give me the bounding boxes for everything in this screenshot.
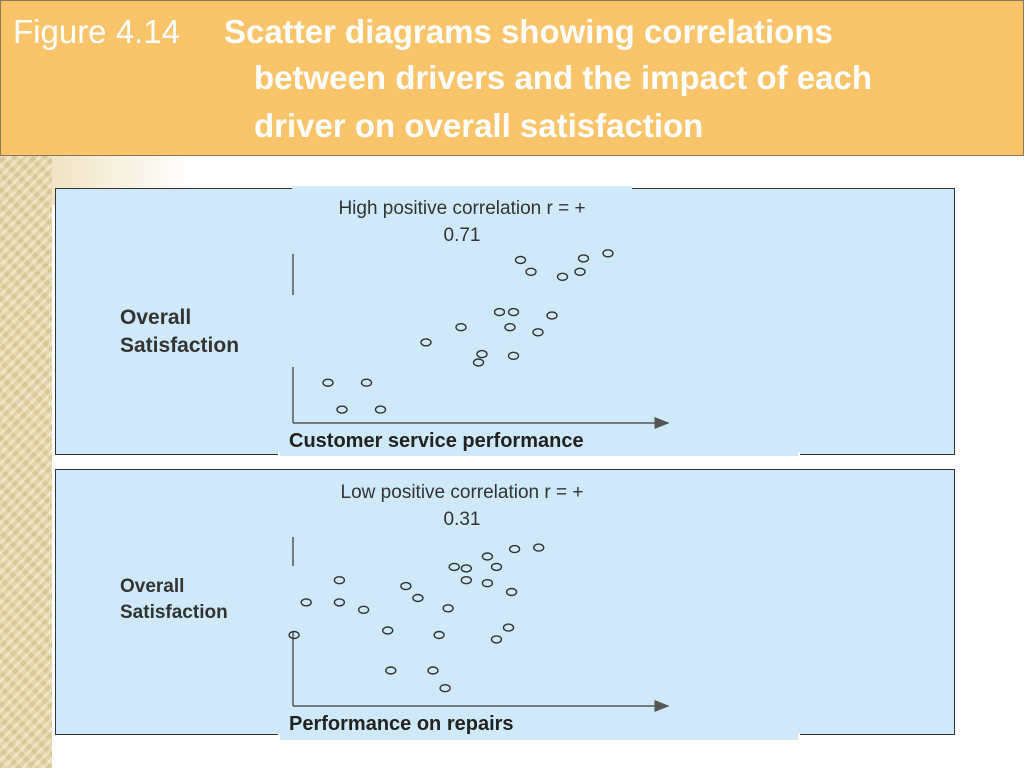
scatter-point-bottom-10 bbox=[439, 684, 451, 693]
scatter-point-bottom-7 bbox=[433, 630, 445, 640]
scatter-point-bottom-19 bbox=[490, 562, 503, 572]
ylabel-top-line-1: Overall bbox=[120, 306, 192, 329]
ylabel-bottom: Overall Satisfaction bbox=[120, 574, 228, 625]
points-bottom bbox=[288, 543, 545, 693]
scatter-point-bottom-23 bbox=[533, 543, 545, 552]
title-box-top bbox=[292, 186, 632, 248]
scatter-point-bottom-15 bbox=[460, 576, 472, 585]
scatter-point-top-0 bbox=[322, 378, 334, 387]
axes-top bbox=[292, 254, 670, 429]
scatter-point-top-9 bbox=[507, 351, 520, 360]
ylabel-top: Overall Satisfaction bbox=[120, 304, 239, 361]
xlabel-top: Customer service performance bbox=[289, 430, 584, 452]
scatter-point-top-15 bbox=[525, 267, 537, 276]
scatter-point-bottom-18 bbox=[490, 635, 503, 644]
scatter-point-bottom-16 bbox=[481, 552, 494, 561]
ylabel-bottom-line-2: Satisfaction bbox=[120, 601, 228, 623]
ylabel-top-line-2: Satisfaction bbox=[120, 334, 240, 358]
scatter-point-top-16 bbox=[556, 272, 569, 281]
correlation-title-bottom: Low positive correlation r = + 0.31 bbox=[296, 480, 628, 533]
scatter-point-bottom-9 bbox=[427, 666, 439, 675]
scatter-point-top-5 bbox=[472, 358, 485, 367]
title-line-2: between drivers and the impact of each bbox=[254, 59, 873, 96]
scatter-point-bottom-1 bbox=[300, 598, 312, 607]
figure-number: Figure 4.14 bbox=[13, 13, 180, 50]
title-box-bottom bbox=[292, 470, 632, 532]
title-line-3: driver on overall satisfaction bbox=[254, 107, 704, 144]
scatter-point-bottom-13 bbox=[448, 562, 460, 572]
scatter-point-top-11 bbox=[532, 328, 544, 337]
scatter-point-bottom-6 bbox=[400, 581, 412, 591]
scatter-point-top-13 bbox=[507, 307, 520, 317]
scatter-point-bottom-3 bbox=[333, 598, 346, 607]
scatter-point-top-6 bbox=[493, 307, 506, 317]
scatter-point-bottom-8 bbox=[385, 666, 397, 675]
xlabel-box-top bbox=[280, 428, 798, 456]
scatter-point-bottom-0 bbox=[288, 630, 300, 640]
ylabel-bottom-line-1: Overall bbox=[120, 576, 185, 597]
scatter-point-top-3 bbox=[374, 405, 387, 414]
scatter-point-bottom-5 bbox=[382, 626, 394, 635]
scatter-point-bottom-11 bbox=[412, 593, 424, 603]
scatter-point-top-7 bbox=[455, 323, 467, 332]
scatter-point-bottom-21 bbox=[508, 544, 521, 554]
scatter-point-top-19 bbox=[602, 249, 614, 258]
correlation-title-top-line-2: 0.71 bbox=[443, 224, 481, 246]
correlation-title-top: High positive correlation r = + 0.71 bbox=[296, 196, 628, 249]
xlabel-box-bottom bbox=[280, 710, 798, 740]
xlabel-bottom: Performance on repairs bbox=[289, 713, 514, 735]
scatter-point-bottom-14 bbox=[442, 604, 454, 613]
scatter-point-top-10 bbox=[504, 323, 516, 332]
scatter-point-top-4 bbox=[420, 338, 432, 347]
scatter-point-top-18 bbox=[577, 254, 590, 263]
white-strip-top bbox=[278, 452, 800, 460]
scatter-point-bottom-4 bbox=[357, 605, 370, 614]
scatter-point-bottom-12 bbox=[460, 564, 472, 573]
scatter-point-top-1 bbox=[360, 378, 373, 387]
scatter-point-top-2 bbox=[336, 405, 348, 414]
title-line-1: Scatter diagrams showing correlations bbox=[224, 13, 833, 50]
scatter-point-bottom-17 bbox=[481, 579, 494, 588]
scatter-point-bottom-20 bbox=[505, 587, 518, 597]
scatter-point-bottom-2 bbox=[333, 576, 346, 585]
points-top bbox=[322, 249, 614, 414]
correlation-title-bottom-line-1: Low positive correlation r = + bbox=[340, 482, 584, 503]
scatter-point-top-8 bbox=[476, 349, 488, 359]
scatter-point-top-12 bbox=[546, 311, 558, 320]
scatter-point-top-14 bbox=[574, 267, 586, 276]
side-texture bbox=[0, 155, 52, 768]
correlation-title-top-line-1: High positive correlation r = + bbox=[338, 198, 586, 219]
axes-bottom bbox=[292, 537, 670, 712]
scatter-point-bottom-22 bbox=[502, 623, 515, 632]
correlation-title-bottom-line-2: 0.31 bbox=[443, 508, 481, 530]
scatter-point-top-17 bbox=[514, 255, 527, 265]
